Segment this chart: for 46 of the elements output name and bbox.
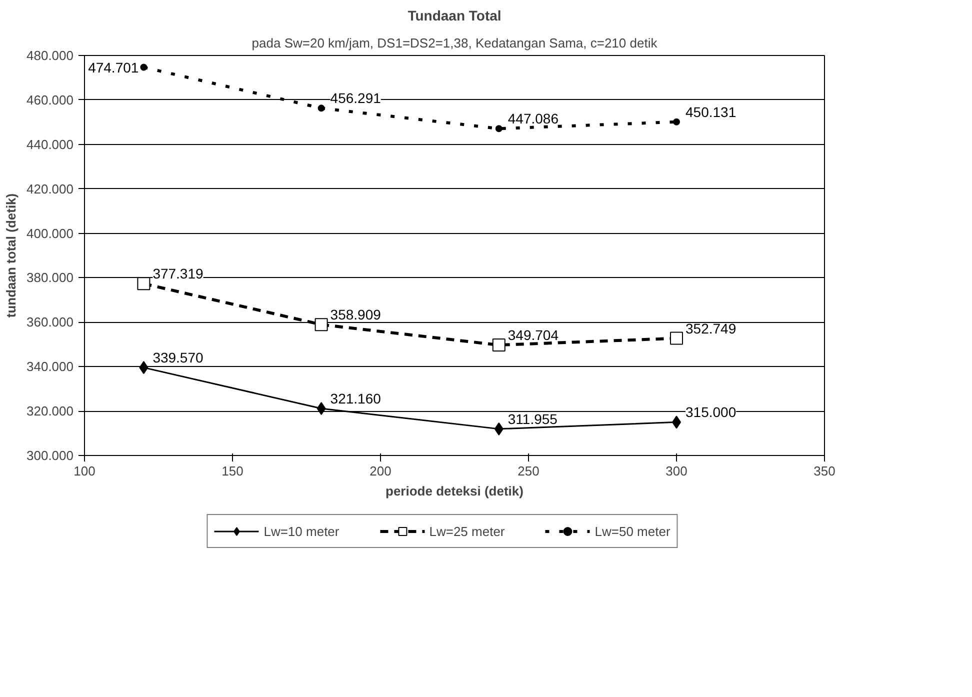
point	[316, 402, 326, 415]
point	[314, 318, 328, 332]
data-label: 447.086	[508, 110, 559, 127]
data-label: 315.000	[686, 404, 736, 420]
point	[495, 125, 502, 132]
legend-label: Lw=25 meter	[429, 524, 505, 538]
point	[670, 332, 683, 345]
point	[139, 361, 148, 374]
data-label: 377.319	[152, 266, 204, 282]
y-tick-label: 380.000	[26, 270, 74, 286]
point	[318, 104, 325, 112]
y-tick-label: 480.000	[26, 48, 74, 63]
y-tick-label: 420.000	[26, 181, 74, 196]
y-tick-label: 300.000	[26, 448, 74, 463]
legend-label: Lw=10 meter	[264, 524, 340, 538]
point	[492, 338, 506, 352]
data-label: 474.701	[88, 59, 139, 76]
point	[494, 422, 504, 436]
x-tick-label: 100	[74, 464, 96, 478]
chart-subtitle: pada Sw=20 km/jam, DS1=DS2=1,38, Kedatangan Sama, c=210 detik	[252, 36, 658, 50]
x-tick-label: 200	[370, 464, 392, 478]
x-tick-label: 250	[518, 464, 540, 478]
y-axis-title: tundaan total (detik)	[4, 193, 19, 318]
y-tick-label: 320.000	[26, 404, 74, 419]
y-tick-label: 440.000	[26, 136, 74, 152]
x-tick-label: 300	[666, 464, 688, 478]
data-label: 349.704	[508, 327, 559, 344]
y-tick-label: 340.000	[26, 359, 74, 374]
y-tick-label: 460.000	[26, 92, 74, 108]
data-label: 450.131	[686, 104, 736, 120]
legend-label: Lw=50 meter	[594, 524, 670, 538]
y-tick-label: 400.000	[26, 226, 74, 241]
point	[140, 64, 148, 71]
x-tick-label: 350	[814, 464, 836, 478]
data-label: 352.749	[686, 320, 736, 336]
data-label: 311.955	[508, 410, 558, 427]
point	[673, 118, 680, 126]
y-tick-label: 360.000	[26, 314, 74, 330]
x-axis-title: periode deteksi (detik)	[386, 484, 524, 498]
data-label: 339.570	[152, 350, 204, 366]
chart-title: Tundaan Total	[408, 8, 502, 24]
data-label: 358.909	[330, 306, 382, 323]
point	[137, 277, 150, 290]
data-label: 321.160	[330, 390, 382, 406]
data-label: 456.291	[330, 90, 382, 106]
x-tick-label: 150	[222, 464, 244, 478]
